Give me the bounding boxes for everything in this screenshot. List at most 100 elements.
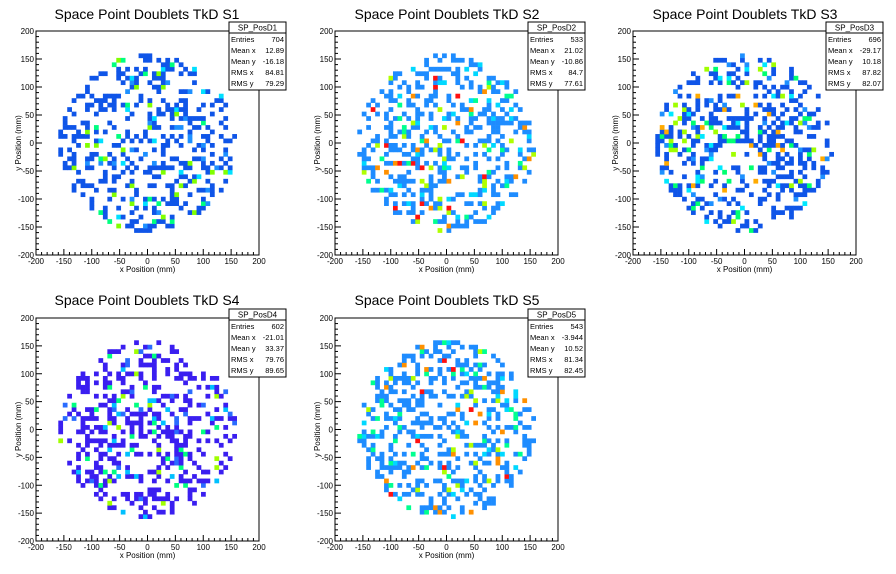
heatmap-cell [111,98,117,103]
heatmap-cell [401,389,407,395]
heatmap-cell [446,451,452,457]
heatmap-cell [419,196,425,202]
heatmap-cell [784,120,790,126]
heatmap-cell [486,174,492,180]
heatmap-cell [107,447,113,453]
heatmap-cell [165,201,171,206]
heatmap-cell [455,362,461,368]
heatmap-cell [513,102,519,108]
heatmap-cell [120,411,126,417]
heatmap-cell [771,205,777,211]
heatmap-cell [156,447,162,453]
heatmap-cell [780,125,785,130]
heatmap-cell [771,93,777,99]
heatmap-cell [726,93,732,99]
stats-label: Entries [530,35,554,44]
heatmap-cell [668,183,674,189]
heatmap-cell [192,147,197,153]
heatmap-cell [196,438,202,444]
heatmap-cell [437,134,443,139]
heatmap-cell [384,116,389,121]
heatmap-cell [80,416,86,421]
heatmap-cell [726,138,732,144]
heatmap-cell [455,80,461,86]
heatmap-cell [753,178,759,184]
heatmap-cell [793,125,799,130]
heatmap-cell [717,57,723,63]
heatmap-cell [526,451,532,457]
heatmap-cell [495,156,501,162]
heatmap-cell [495,192,501,198]
heatmap-cell [762,143,768,148]
heatmap-cell [205,438,211,444]
heatmap-cell [98,210,104,215]
heatmap-cell [424,62,429,68]
heatmap-cell [459,107,465,112]
heatmap-cell [690,201,696,206]
heatmap-cell [134,420,139,426]
heatmap-cell [174,460,180,466]
heatmap-cell [80,429,86,435]
heatmap-cell [392,143,398,148]
heatmap-cell [169,156,175,162]
x-tick-label: -150 [653,257,670,266]
heatmap-cell [775,151,781,157]
heatmap-cell [410,160,416,166]
heatmap-cell [495,120,501,126]
heatmap-cell [771,84,777,90]
heatmap-cell [227,165,233,171]
heatmap-cell [156,411,162,417]
heatmap-cell [495,460,501,466]
heatmap-cell [178,143,184,148]
heatmap-cell [85,451,90,457]
heatmap-cell [366,456,371,462]
heatmap-cell [677,187,683,193]
heatmap-cell [388,93,394,99]
heatmap-cell [370,147,376,153]
heatmap-cell [71,160,77,166]
heatmap-cell [517,451,523,457]
heatmap-cell [62,165,68,171]
heatmap-cell [664,151,669,157]
heatmap-cell [495,393,501,399]
heatmap-cell [129,178,135,184]
heatmap-cell [392,147,398,153]
heatmap-cell [165,102,171,108]
heatmap-cell [174,349,180,354]
heatmap-cell [713,116,719,121]
stats-label: Mean x [231,333,256,342]
heatmap-cell [375,134,380,139]
heatmap-cell [508,138,514,144]
heatmap-cell [740,174,745,180]
heatmap-cell [397,362,403,368]
stats-label: RMS x [530,355,553,364]
heatmap-cell [156,111,162,117]
heatmap-cell [508,474,514,479]
heatmap-cell [464,156,470,162]
heatmap-cell [392,420,398,426]
heatmap-cell [424,71,429,77]
heatmap-cell [134,80,139,86]
heatmap-cell [695,183,701,189]
heatmap-cell [784,80,790,86]
heatmap-cell [93,98,99,103]
heatmap-cell [717,196,723,202]
x-tick-label: 200 [551,257,565,266]
heatmap-cell [789,160,794,166]
heatmap-cell [397,210,403,215]
heatmap-cell [450,57,456,63]
heatmap-cell [682,196,687,202]
heatmap-cell [419,151,425,157]
heatmap-cell [401,474,407,479]
heatmap-cell [450,340,456,346]
heatmap-cell [428,93,434,99]
heatmap-cell [713,143,719,148]
heatmap-cell [392,201,398,206]
heatmap-cell [388,460,394,466]
heatmap-cell [85,478,90,484]
heatmap-cell [116,451,122,457]
y-tick-label: -50 [321,167,333,176]
heatmap-cell [209,102,215,108]
heatmap-cell [218,134,224,139]
heatmap-cell [160,98,166,103]
